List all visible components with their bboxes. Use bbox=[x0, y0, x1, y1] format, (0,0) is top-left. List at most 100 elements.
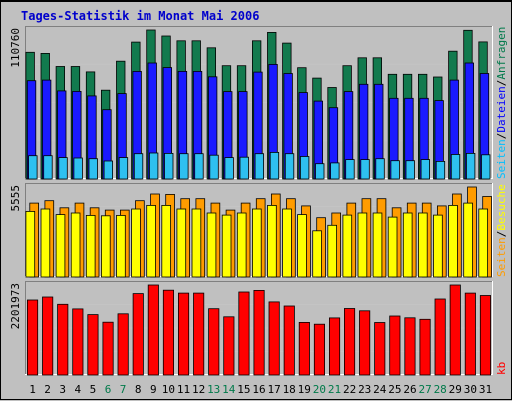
x-tick-label: 8 bbox=[135, 383, 142, 396]
bar-kb-31 bbox=[479, 295, 491, 376]
bar-besuche-6 bbox=[101, 215, 111, 278]
bar-kb-25 bbox=[389, 315, 401, 376]
bar-besuche-21 bbox=[327, 224, 337, 278]
bar-kb-8 bbox=[132, 293, 144, 376]
bar-seiten_top-5 bbox=[88, 158, 98, 180]
x-tick-label: 7 bbox=[120, 383, 127, 396]
bar-seiten_top-23 bbox=[360, 159, 370, 180]
bar-besuche-13 bbox=[206, 212, 217, 278]
x-tick-label: 10 bbox=[162, 383, 175, 396]
bar-kb-21 bbox=[328, 317, 341, 376]
bar-seiten_top-14 bbox=[224, 157, 234, 180]
bar-besuche-14 bbox=[221, 214, 232, 278]
bar-besuche-23 bbox=[357, 212, 368, 278]
bar-besuche-30 bbox=[463, 202, 473, 278]
bar-besuche-18 bbox=[282, 208, 292, 278]
x-tick-label: 11 bbox=[177, 383, 190, 396]
bar-seiten_top-18 bbox=[284, 153, 295, 180]
bar-kb-5 bbox=[87, 314, 99, 376]
legend-entry: kb bbox=[495, 362, 508, 375]
x-tick-label: 13 bbox=[207, 383, 220, 396]
legend: kb bbox=[495, 362, 508, 375]
bar-besuche-24 bbox=[372, 212, 383, 278]
x-tick-label: 1 bbox=[29, 383, 36, 396]
x-tick-label: 3 bbox=[59, 383, 66, 396]
bar-besuche-9 bbox=[146, 204, 156, 278]
bar-kb-29 bbox=[449, 284, 461, 376]
bar-kb-1 bbox=[26, 299, 39, 376]
x-tick-label: 2 bbox=[44, 383, 51, 396]
bar-seiten_top-2 bbox=[43, 155, 53, 180]
x-tick-label: 19 bbox=[298, 383, 311, 396]
ymax-label: 110760 bbox=[9, 28, 22, 68]
bar-seiten_top-22 bbox=[345, 159, 355, 180]
x-tick-label: 12 bbox=[192, 383, 205, 396]
bar-kb-30 bbox=[464, 292, 476, 376]
bar-besuche-3 bbox=[55, 214, 66, 278]
x-tick-label: 5 bbox=[90, 383, 97, 396]
panel-requests: 110760 Seiten/Dateien/Anfragen bbox=[9, 26, 508, 180]
x-tick-label: 29 bbox=[449, 383, 462, 396]
bar-kb-27 bbox=[419, 318, 431, 376]
x-tick-label: 23 bbox=[358, 383, 371, 396]
bar-besuche-29 bbox=[448, 204, 458, 278]
bar-kb-11 bbox=[177, 292, 190, 376]
bar-kb-4 bbox=[72, 308, 84, 376]
legend-entry: Seiten bbox=[495, 139, 508, 179]
bar-seiten_top-31 bbox=[481, 154, 491, 180]
bar-kb-24 bbox=[374, 322, 386, 376]
x-tick-label: 30 bbox=[464, 383, 477, 396]
bar-besuche-2 bbox=[40, 208, 51, 278]
bar-kb-7 bbox=[117, 313, 129, 376]
bar-besuche-15 bbox=[236, 212, 247, 278]
bar-besuche-5 bbox=[85, 214, 96, 278]
bar-seiten_top-28 bbox=[435, 160, 446, 180]
bar-kb-3 bbox=[57, 303, 69, 376]
legend-entry: Seiten bbox=[495, 237, 508, 277]
bar-besuche-1 bbox=[25, 210, 36, 278]
x-tick-label: 31 bbox=[479, 383, 492, 396]
legend: Seiten/Dateien/Anfragen bbox=[495, 27, 508, 179]
chart-title: Tages-Statistik im Monat Mai 2006 bbox=[21, 9, 259, 23]
legend-entry: Anfragen bbox=[495, 27, 508, 80]
x-tick-label: 21 bbox=[328, 383, 341, 396]
bar-kb-12 bbox=[193, 292, 205, 376]
bar-besuche-19 bbox=[297, 214, 307, 278]
bar-kb-16 bbox=[253, 289, 265, 376]
bar-besuche-16 bbox=[251, 208, 262, 278]
bar-kb-6 bbox=[102, 321, 114, 376]
bar-seiten_top-24 bbox=[375, 158, 385, 180]
bar-besuche-4 bbox=[70, 212, 81, 278]
panel-visits: 5555 Seiten/Besuche bbox=[9, 183, 508, 278]
bar-kb-22 bbox=[343, 308, 356, 376]
legend: Seiten/Besuche bbox=[495, 184, 508, 277]
bar-kb-17 bbox=[268, 301, 280, 376]
bar-kb-14 bbox=[223, 316, 235, 376]
ymax-label: 2201973 bbox=[9, 283, 22, 329]
bar-besuche-8 bbox=[131, 208, 141, 278]
x-tick-label: 4 bbox=[74, 383, 81, 396]
legend-entry: / bbox=[495, 133, 508, 140]
bar-seiten_top-6 bbox=[103, 160, 113, 180]
bar-kb-18 bbox=[283, 305, 295, 376]
bar-seiten_top-3 bbox=[58, 157, 68, 180]
bar-kb-19 bbox=[298, 321, 310, 376]
bar-seiten_top-13 bbox=[209, 154, 219, 180]
bar-kb-26 bbox=[404, 317, 416, 376]
bar-seiten_top-20 bbox=[315, 163, 325, 180]
bar-seiten_top-11 bbox=[179, 153, 189, 180]
bar-besuche-10 bbox=[161, 204, 172, 278]
x-tick-label: 9 bbox=[150, 383, 157, 396]
bar-kb-15 bbox=[238, 291, 250, 376]
bar-besuche-11 bbox=[176, 208, 187, 278]
bar-besuche-17 bbox=[267, 204, 277, 278]
legend-entry: / bbox=[495, 80, 508, 87]
x-tick-label: 18 bbox=[283, 383, 296, 396]
bar-seiten_top-26 bbox=[405, 160, 415, 180]
bar-besuche-12 bbox=[191, 208, 202, 278]
bar-seiten_top-4 bbox=[73, 157, 83, 180]
bar-besuche-20 bbox=[312, 230, 322, 278]
ymax-label: 5555 bbox=[9, 185, 22, 212]
